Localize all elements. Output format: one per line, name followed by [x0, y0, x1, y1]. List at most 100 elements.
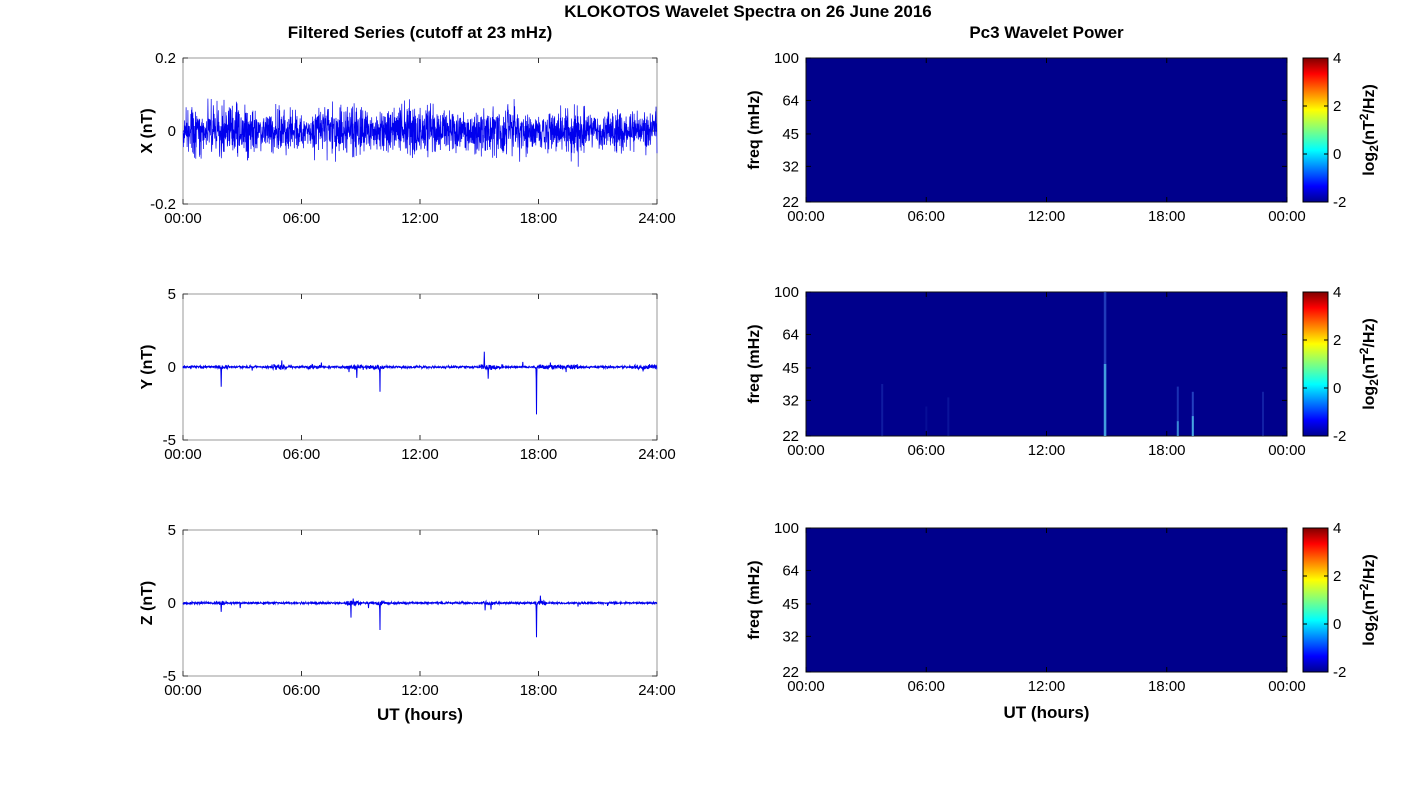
y-tick-label: 64 — [782, 562, 799, 579]
wavelet-streak — [947, 397, 950, 436]
colorbar-tick-label: 2 — [1333, 332, 1341, 349]
x-tick-label: 06:00 — [283, 210, 321, 227]
y-tick-label: 45 — [782, 596, 799, 613]
x-tick-label: 00:00 — [787, 442, 825, 459]
y-tick-label: 32 — [782, 158, 799, 175]
colorbar-tick-label: -2 — [1333, 428, 1346, 445]
y-tick-label: 5 — [168, 286, 176, 303]
x-tick-label: 18:00 — [520, 210, 558, 227]
colorbar-tick-label: -2 — [1333, 194, 1346, 211]
x-tick-label: 00:00 — [787, 678, 825, 695]
y-tick-label: 5 — [168, 522, 176, 539]
wavelet-streak — [881, 384, 884, 436]
z-filtered-series-trace — [182, 595, 658, 638]
y-axis-label: X (nT) — [139, 108, 156, 153]
x-tick-label: 00:00 — [787, 208, 825, 225]
x-tick-label: 24:00 — [638, 210, 676, 227]
z-wavelet-power-panel: 00:00 06:00 12:00 18:00 00:00 100 64 45 32 22 freq… — [746, 520, 1381, 722]
y-axis-label: Y (nT) — [139, 344, 156, 389]
y-tick-label: 0 — [168, 123, 176, 140]
y-tick-label: 0.2 — [155, 50, 176, 67]
x-tick-label: 24:00 — [638, 682, 676, 699]
x-tick-label: 06:00 — [907, 208, 945, 225]
y-tick-label: 64 — [782, 92, 799, 109]
y-tick-label: 45 — [782, 126, 799, 143]
y-tick-label: -0.2 — [150, 196, 176, 213]
x-tick-label: 00:00 — [164, 682, 202, 699]
y-filtered-series-panel: 00:00 06:00 12:00 18:00 24:00 5 0 -5 Y (nT) — [139, 286, 676, 463]
x-tick-label: 18:00 — [520, 446, 558, 463]
colorbar-gradient — [1302, 57, 1329, 203]
colorbar-tick-label: 4 — [1333, 50, 1341, 67]
colorbar: 4 2 0 -2 log2(nT2/Hz) — [1302, 284, 1381, 445]
x-tick-label: 12:00 — [1028, 678, 1066, 695]
wavelet-streak-bright — [1191, 416, 1194, 436]
x-axis-label: UT (hours) — [1004, 703, 1090, 722]
x-tick-label: 12:00 — [1028, 442, 1066, 459]
wavelet-streak-bright — [1176, 421, 1179, 436]
y-tick-label: -5 — [163, 432, 176, 449]
y-tick-label: 0 — [168, 359, 176, 376]
x-tick-label: 00:00 — [1268, 208, 1306, 225]
colorbar-tick-label: 2 — [1333, 568, 1341, 585]
left-column-title: Filtered Series (cutoff at 23 mHz) — [287, 23, 553, 42]
x-tick-label: 24:00 — [638, 446, 676, 463]
colorbar-tick-label: -2 — [1333, 664, 1346, 681]
wavelet-streak — [925, 406, 928, 436]
x-tick-label: 18:00 — [520, 682, 558, 699]
y-axis-label: freq (mHz) — [746, 560, 763, 639]
colorbar: 4 2 0 -2 log2(nT2/Hz) — [1302, 520, 1381, 681]
colorbar-tick-label: 2 — [1333, 98, 1341, 115]
colorbar-tick-label: 0 — [1333, 616, 1341, 633]
y-tick-label: 64 — [782, 326, 799, 343]
colorbar: 4 2 0 -2 log2(nT2/Hz) — [1302, 50, 1381, 211]
y-axis-label: freq (mHz) — [746, 90, 763, 169]
x-tick-label: 06:00 — [907, 678, 945, 695]
wavelet-streak-bright — [1103, 364, 1107, 436]
x-tick-label: 00:00 — [164, 446, 202, 463]
wavelet-streak — [1176, 386, 1179, 436]
figure-title: KLOKOTOS Wavelet Spectra on 26 June 2016 — [564, 2, 932, 21]
x-tick-label: 18:00 — [1148, 678, 1186, 695]
x-tick-label: 12:00 — [1028, 208, 1066, 225]
colorbar-axis-label: log2(nT2/Hz) — [1357, 84, 1381, 176]
x-tick-label: 12:00 — [401, 446, 439, 463]
x-tick-label: 00:00 — [1268, 442, 1306, 459]
x-tick-label: 18:00 — [1148, 208, 1186, 225]
y-tick-label: 22 — [782, 664, 799, 681]
y-tick-label: 32 — [782, 628, 799, 645]
y-tick-label: 45 — [782, 360, 799, 377]
x-tick-label: 00:00 — [164, 210, 202, 227]
wavelet-streak — [1191, 391, 1194, 436]
x-axis-label: UT (hours) — [377, 705, 463, 724]
y-wavelet-power-panel: 00:00 06:00 12:00 18:00 00:00 100 64 45 32 22 freq… — [746, 284, 1381, 459]
x-tick-label: 00:00 — [1268, 678, 1306, 695]
colorbar-tick-label: 4 — [1333, 520, 1341, 537]
y-axis-label: Z (nT) — [139, 581, 156, 625]
wavelet-streak — [1262, 391, 1264, 436]
colorbar-axis-label: log2(nT2/Hz) — [1357, 318, 1381, 410]
x-tick-label: 12:00 — [401, 682, 439, 699]
x-tick-label: 18:00 — [1148, 442, 1186, 459]
colorbar-tick-label: 0 — [1333, 146, 1341, 163]
y-tick-label: -5 — [163, 668, 176, 685]
y-tick-label: 22 — [782, 428, 799, 445]
x-filtered-series-trace — [182, 98, 658, 167]
x-tick-label: 06:00 — [283, 682, 321, 699]
y-tick-label: 100 — [774, 520, 799, 537]
y-tick-label: 100 — [774, 284, 799, 301]
y-tick-label: 22 — [782, 194, 799, 211]
colorbar-axis-label: log2(nT2/Hz) — [1357, 554, 1381, 646]
x-tick-label: 06:00 — [907, 442, 945, 459]
colorbar-tick-label: 4 — [1333, 284, 1341, 301]
right-column-title: Pc3 Wavelet Power — [969, 23, 1124, 42]
y-tick-label: 100 — [774, 50, 799, 67]
colorbar-gradient — [1302, 527, 1329, 673]
y-tick-label: 32 — [782, 392, 799, 409]
z-filtered-series-panel: 00:00 06:00 12:00 18:00 24:00 5 0 -5 Z (nT) UT (h… — [139, 522, 676, 724]
x-wavelet-power-panel: 00:00 06:00 12:00 18:00 00:00 100 64 45 32 22 freq… — [746, 50, 1381, 225]
y-filtered-series-trace — [182, 351, 658, 415]
y-axis-label: freq (mHz) — [746, 324, 763, 403]
